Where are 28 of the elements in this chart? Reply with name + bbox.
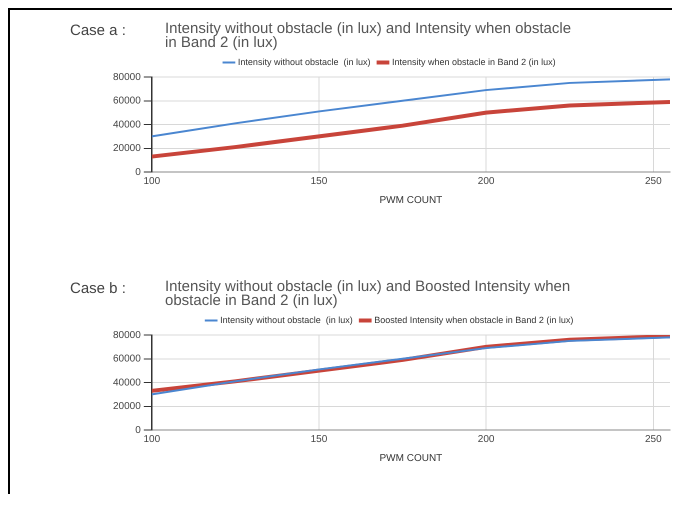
y-tick-label: 0 bbox=[135, 424, 142, 436]
x-axis-title: PWM COUNT bbox=[380, 452, 442, 464]
chart-title: Intensity without obstacle (in lux) and Intensity when obstacle in Band 2 (in lux) bbox=[165, 20, 572, 51]
x-axis-title: PWM COUNT bbox=[380, 194, 442, 206]
y-tick-label: 40000 bbox=[112, 377, 142, 388]
x-tick-label: 100 bbox=[143, 434, 161, 445]
y-tick-label: 20000 bbox=[112, 401, 142, 412]
y-tick-label: 80000 bbox=[112, 330, 142, 341]
y-tick-label: 60000 bbox=[112, 354, 142, 364]
x-tick-label: 100 bbox=[143, 176, 161, 187]
legend-label: Intensity without obstacle (in lux) bbox=[220, 314, 353, 325]
y-tick-label: 40000 bbox=[112, 119, 142, 130]
x-tick-label: 150 bbox=[310, 176, 328, 187]
x-tick-label: 150 bbox=[310, 434, 328, 445]
legend-label: Boosted Intensity when obstacle in Band 2 (in lux) bbox=[374, 314, 574, 325]
y-tick-label: 0 bbox=[135, 166, 142, 178]
text: Case a : bbox=[70, 22, 126, 39]
x-tick-label: 250 bbox=[644, 434, 662, 445]
y-tick-label: 60000 bbox=[112, 96, 142, 106]
y-tick-label: 80000 bbox=[112, 72, 142, 83]
x-tick-label: 250 bbox=[644, 176, 662, 187]
y-tick-label: 20000 bbox=[112, 143, 142, 154]
x-tick-label: 200 bbox=[478, 176, 495, 187]
text: Case b : bbox=[70, 280, 126, 297]
x-tick-label: 200 bbox=[478, 434, 495, 445]
legend-label: Intensity without obstacle (in lux) bbox=[238, 56, 370, 67]
chart-title: Intensity without obstacle (in lux) and Boosted Intensity when obstacle in Band 2 (in lux) bbox=[165, 278, 572, 309]
legend-label: Intensity when obstacle in Band 2 (in lux) bbox=[392, 56, 556, 67]
